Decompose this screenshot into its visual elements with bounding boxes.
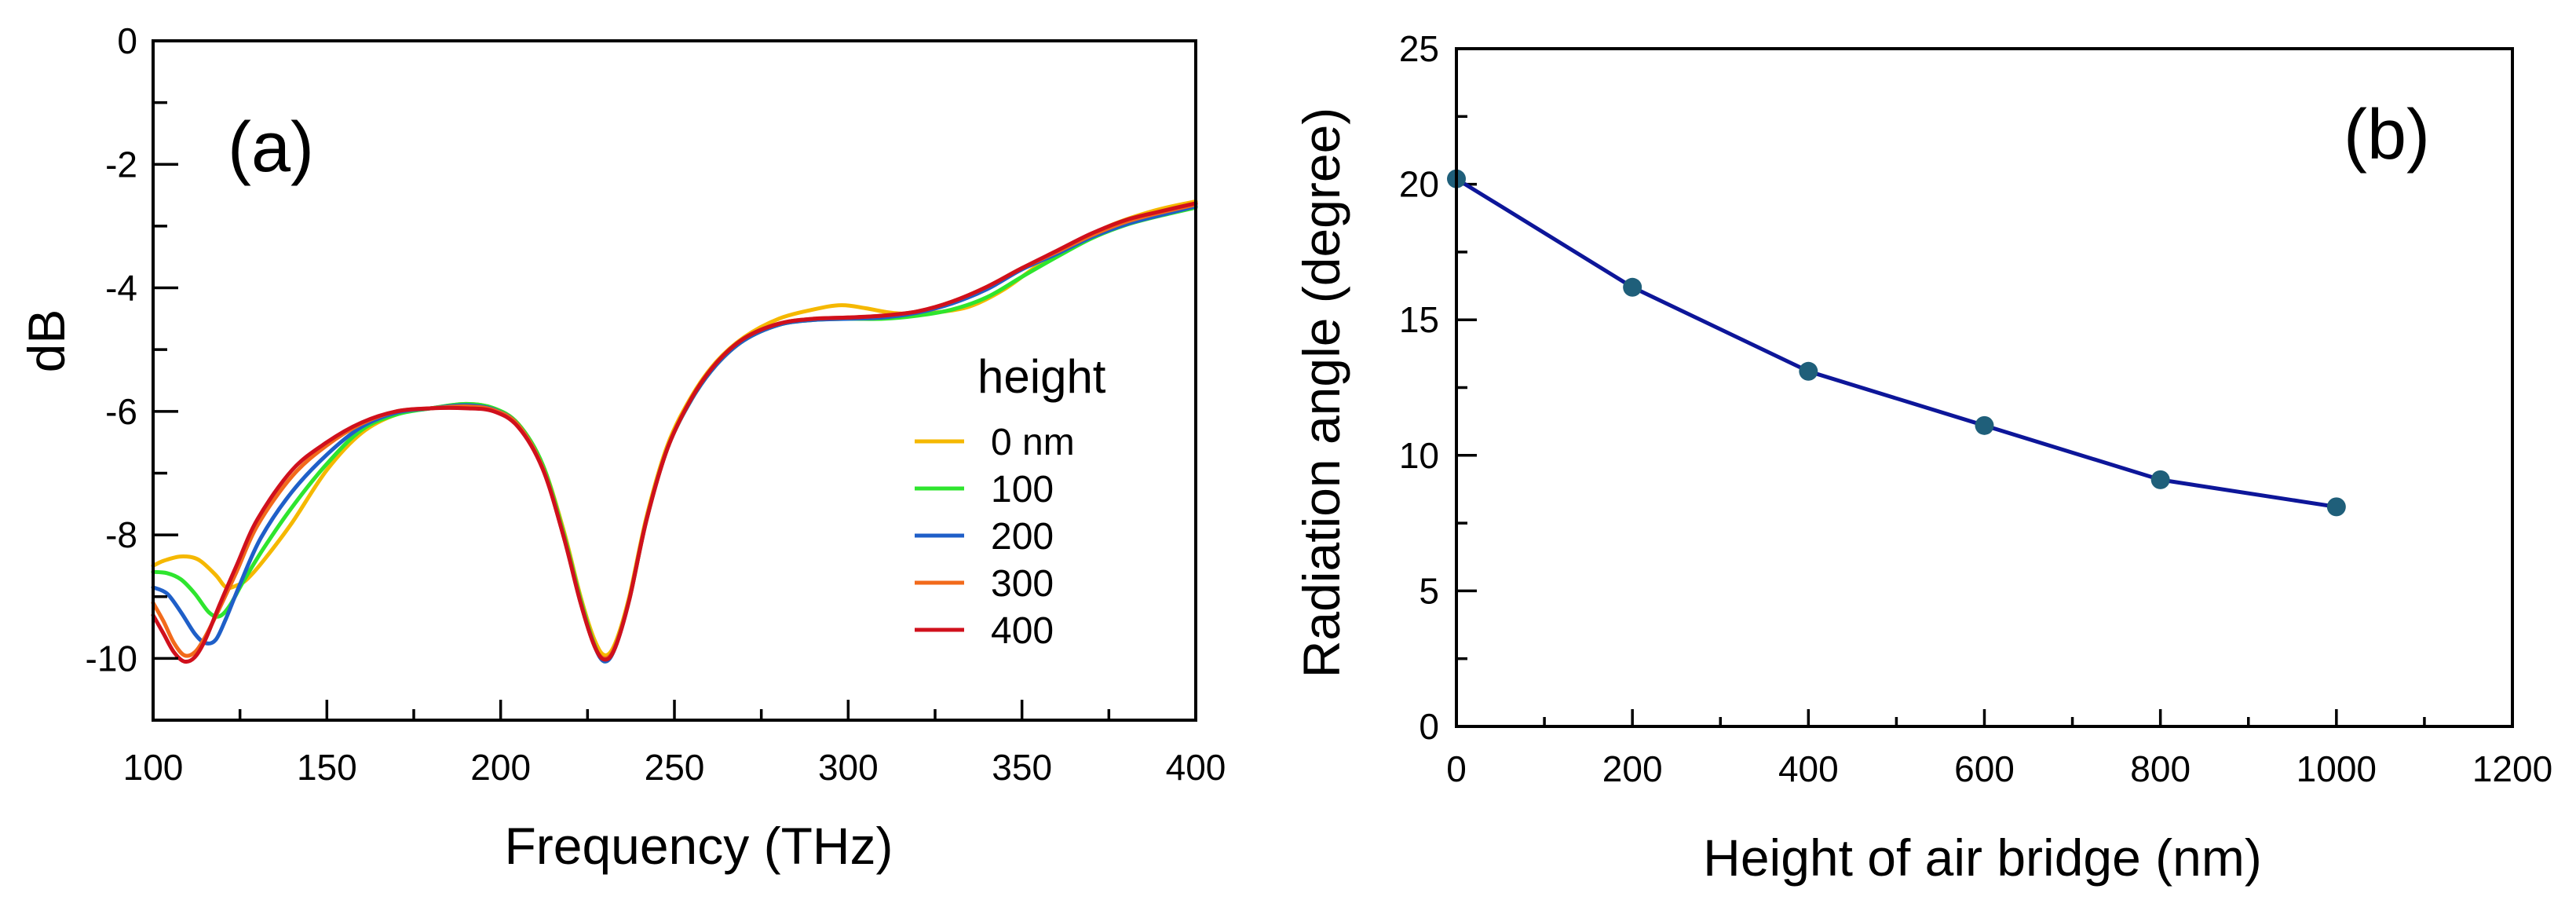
- x-axis-title: Height of air bridge (nm): [1703, 829, 2262, 887]
- legend-label: 400: [991, 610, 1054, 652]
- y-tick-label: 10: [1399, 435, 1439, 476]
- series-group: [1447, 169, 2346, 517]
- y-tick-label: 5: [1419, 570, 1439, 611]
- y-tick-label: -6: [105, 391, 137, 432]
- x-tick-label: 350: [992, 747, 1052, 788]
- x-tick-label: 400: [1778, 748, 1839, 789]
- x-tick-label: 250: [645, 747, 705, 788]
- x-tick-label: 400: [1166, 747, 1226, 788]
- tick-group: 100 150 200 250 300 350 400 0 -2 -4 -6 -8 -10: [86, 20, 1226, 788]
- panel-label: (b): [2344, 96, 2430, 174]
- x-tick-label: 100: [123, 747, 184, 788]
- y-tick-label: -10: [86, 638, 137, 679]
- data-point: [1975, 415, 1994, 435]
- y-tick-label: -2: [105, 144, 137, 185]
- x-axis-title: Frequency (THz): [504, 817, 893, 875]
- x-tick-label: 200: [470, 747, 531, 788]
- x-tick-label: 200: [1602, 748, 1663, 789]
- y-tick-label: 0: [117, 20, 137, 61]
- x-tick-label: 150: [297, 747, 357, 788]
- y-tick-label: -4: [105, 268, 137, 309]
- data-point: [2326, 497, 2346, 517]
- panel-label: (a): [228, 108, 314, 187]
- y-tick-label: 25: [1399, 28, 1439, 69]
- x-tick-label: 600: [1954, 748, 2015, 789]
- plot-frame: [1455, 47, 2514, 728]
- panel-a: 100 150 200 250 300 350 400 0 -2 -4 -6 -8 -10 (a) Fr…: [17, 20, 1226, 875]
- x-tick-label: 1200: [2472, 748, 2552, 789]
- legend-label: 100: [991, 469, 1054, 510]
- legend-title: height: [977, 350, 1106, 403]
- y-tick-label: 20: [1399, 164, 1439, 205]
- x-tick-label: 800: [2130, 748, 2191, 789]
- data-point: [2150, 470, 2170, 489]
- y-tick-label: 15: [1399, 299, 1439, 340]
- legend-label: 300: [991, 563, 1054, 605]
- data-point: [1623, 277, 1642, 297]
- tick-group: 0 200 400 600 800 1000 1200 0 5 10 15 20 25: [1399, 28, 2552, 789]
- legend-label: 200: [991, 516, 1054, 558]
- y-tick-label: -8: [105, 514, 137, 555]
- y-axis-title: Radiation angle (degree): [1292, 108, 1350, 678]
- series-line: [1454, 177, 2339, 509]
- y-axis-title: dB: [17, 309, 75, 373]
- legend: height 0 nm 100 200 300 400: [915, 350, 1106, 652]
- plot-frame: [152, 39, 1197, 722]
- series-line: [151, 201, 1198, 664]
- series-group: [151, 199, 1198, 664]
- y-tick-label: 0: [1419, 706, 1439, 747]
- legend-label: 0 nm: [991, 422, 1075, 463]
- panel-b: 0 200 400 600 800 1000 1200 0 5 10 15 20 25 (b) Heig…: [1292, 28, 2552, 887]
- x-tick-label: 300: [818, 747, 879, 788]
- x-tick-label: 0: [1446, 748, 1467, 789]
- x-tick-label: 1000: [2296, 748, 2377, 789]
- data-point: [1799, 361, 1818, 381]
